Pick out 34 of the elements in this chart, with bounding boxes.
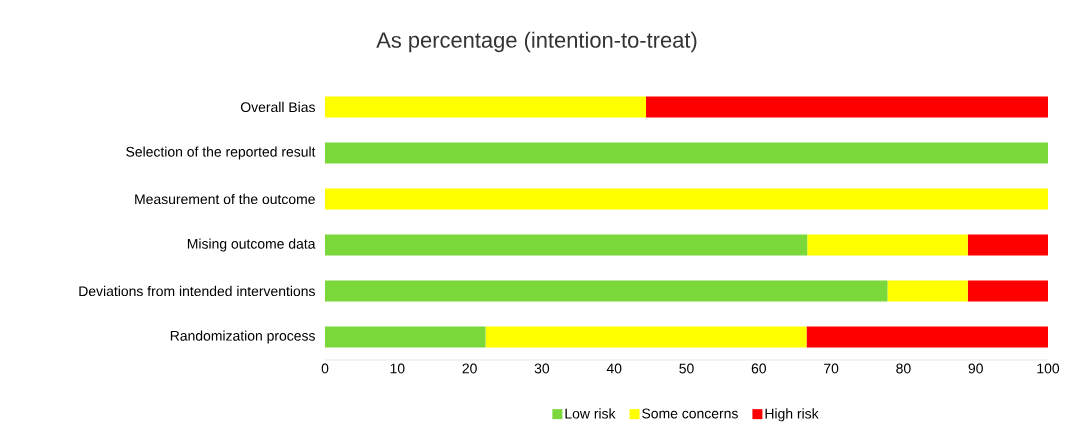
x-tick-label: 20 bbox=[462, 363, 477, 374]
y-tick-label: Selection of the reported result bbox=[126, 146, 316, 160]
x-tick-label: 40 bbox=[606, 363, 622, 374]
chart-title: As percentage (intention-to-treat) bbox=[376, 31, 697, 53]
bar bbox=[325, 234, 808, 256]
x-tick-label: 30 bbox=[534, 363, 550, 374]
x-tick-label: 60 bbox=[751, 363, 767, 374]
bar bbox=[485, 326, 807, 348]
legend-label: Low risk bbox=[565, 408, 616, 419]
bar bbox=[646, 96, 1049, 118]
y-tick-label: Overall Bias bbox=[240, 101, 315, 113]
bar bbox=[325, 326, 486, 348]
y-tick-label: Measurement of the outcome bbox=[135, 193, 315, 205]
x-tick-label: 70 bbox=[824, 363, 839, 374]
y-tick-label: Randomization process bbox=[170, 330, 315, 344]
bar bbox=[967, 234, 1049, 256]
x-tick-label: 80 bbox=[896, 363, 911, 374]
x-tick-label: 100 bbox=[1037, 363, 1060, 374]
y-tick-label: Mising outcome data bbox=[187, 238, 316, 252]
bar bbox=[967, 280, 1049, 302]
bar bbox=[325, 142, 1049, 164]
legend-label: High risk bbox=[765, 408, 819, 422]
x-tick-label: 10 bbox=[390, 363, 405, 374]
x-tick-label: 0 bbox=[321, 363, 329, 374]
bar bbox=[325, 188, 1049, 210]
bar bbox=[806, 326, 1049, 348]
bar bbox=[325, 280, 888, 302]
legend-label: Some concerns bbox=[642, 408, 738, 419]
x-tick-label: 50 bbox=[679, 363, 694, 374]
bar bbox=[325, 96, 647, 118]
bar bbox=[807, 234, 968, 256]
x-tick-label: 90 bbox=[968, 363, 983, 374]
y-tick-label: Deviations from intended interventions bbox=[79, 285, 315, 297]
bar bbox=[887, 280, 968, 302]
